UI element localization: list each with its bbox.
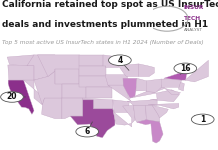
Polygon shape [152, 105, 168, 118]
Polygon shape [137, 120, 163, 143]
Polygon shape [130, 91, 157, 98]
Polygon shape [161, 79, 182, 87]
Polygon shape [79, 55, 103, 66]
Polygon shape [146, 79, 161, 92]
Polygon shape [8, 80, 34, 114]
Polygon shape [146, 105, 160, 122]
Text: 1: 1 [200, 115, 205, 124]
Polygon shape [8, 65, 34, 80]
Polygon shape [27, 55, 55, 80]
Text: 16: 16 [180, 64, 191, 73]
Polygon shape [79, 66, 106, 76]
Polygon shape [148, 103, 179, 109]
Polygon shape [37, 55, 79, 76]
Polygon shape [150, 90, 179, 102]
Text: deals and investments plummeted in H1: deals and investments plummeted in H1 [2, 20, 208, 29]
Polygon shape [136, 78, 146, 91]
Polygon shape [123, 78, 137, 98]
Polygon shape [83, 98, 113, 109]
Polygon shape [55, 69, 79, 84]
Polygon shape [7, 55, 34, 66]
Polygon shape [113, 100, 129, 112]
Polygon shape [62, 98, 83, 119]
Polygon shape [79, 76, 110, 87]
Polygon shape [113, 109, 132, 127]
Circle shape [174, 63, 197, 74]
Polygon shape [185, 60, 208, 82]
Text: ANALYST: ANALYST [184, 28, 203, 32]
Circle shape [191, 114, 214, 125]
Polygon shape [24, 80, 44, 105]
Polygon shape [118, 64, 139, 76]
Text: TECH: TECH [184, 16, 201, 21]
Polygon shape [165, 88, 181, 94]
Polygon shape [70, 100, 115, 138]
Polygon shape [139, 64, 154, 76]
Text: California retained top spot as US InsurTech: California retained top spot as US Insur… [2, 0, 218, 9]
Polygon shape [106, 75, 128, 85]
Polygon shape [178, 82, 184, 91]
Circle shape [1, 92, 23, 102]
Polygon shape [123, 105, 135, 123]
Text: 20: 20 [7, 92, 17, 101]
Polygon shape [154, 85, 165, 92]
Polygon shape [133, 105, 146, 122]
Polygon shape [42, 98, 62, 119]
Text: 6: 6 [85, 127, 90, 136]
Polygon shape [103, 55, 130, 68]
Polygon shape [164, 69, 193, 80]
Polygon shape [127, 100, 157, 105]
Polygon shape [108, 85, 132, 102]
Text: INSUR: INSUR [184, 4, 204, 9]
Circle shape [109, 55, 131, 66]
Polygon shape [34, 71, 62, 105]
Polygon shape [86, 87, 112, 98]
Text: 4: 4 [117, 56, 123, 65]
Circle shape [76, 126, 99, 137]
Text: Top 5 most active US InsurTech states in H1 2024 (Number of Deals): Top 5 most active US InsurTech states in… [2, 40, 204, 45]
Polygon shape [62, 84, 86, 98]
